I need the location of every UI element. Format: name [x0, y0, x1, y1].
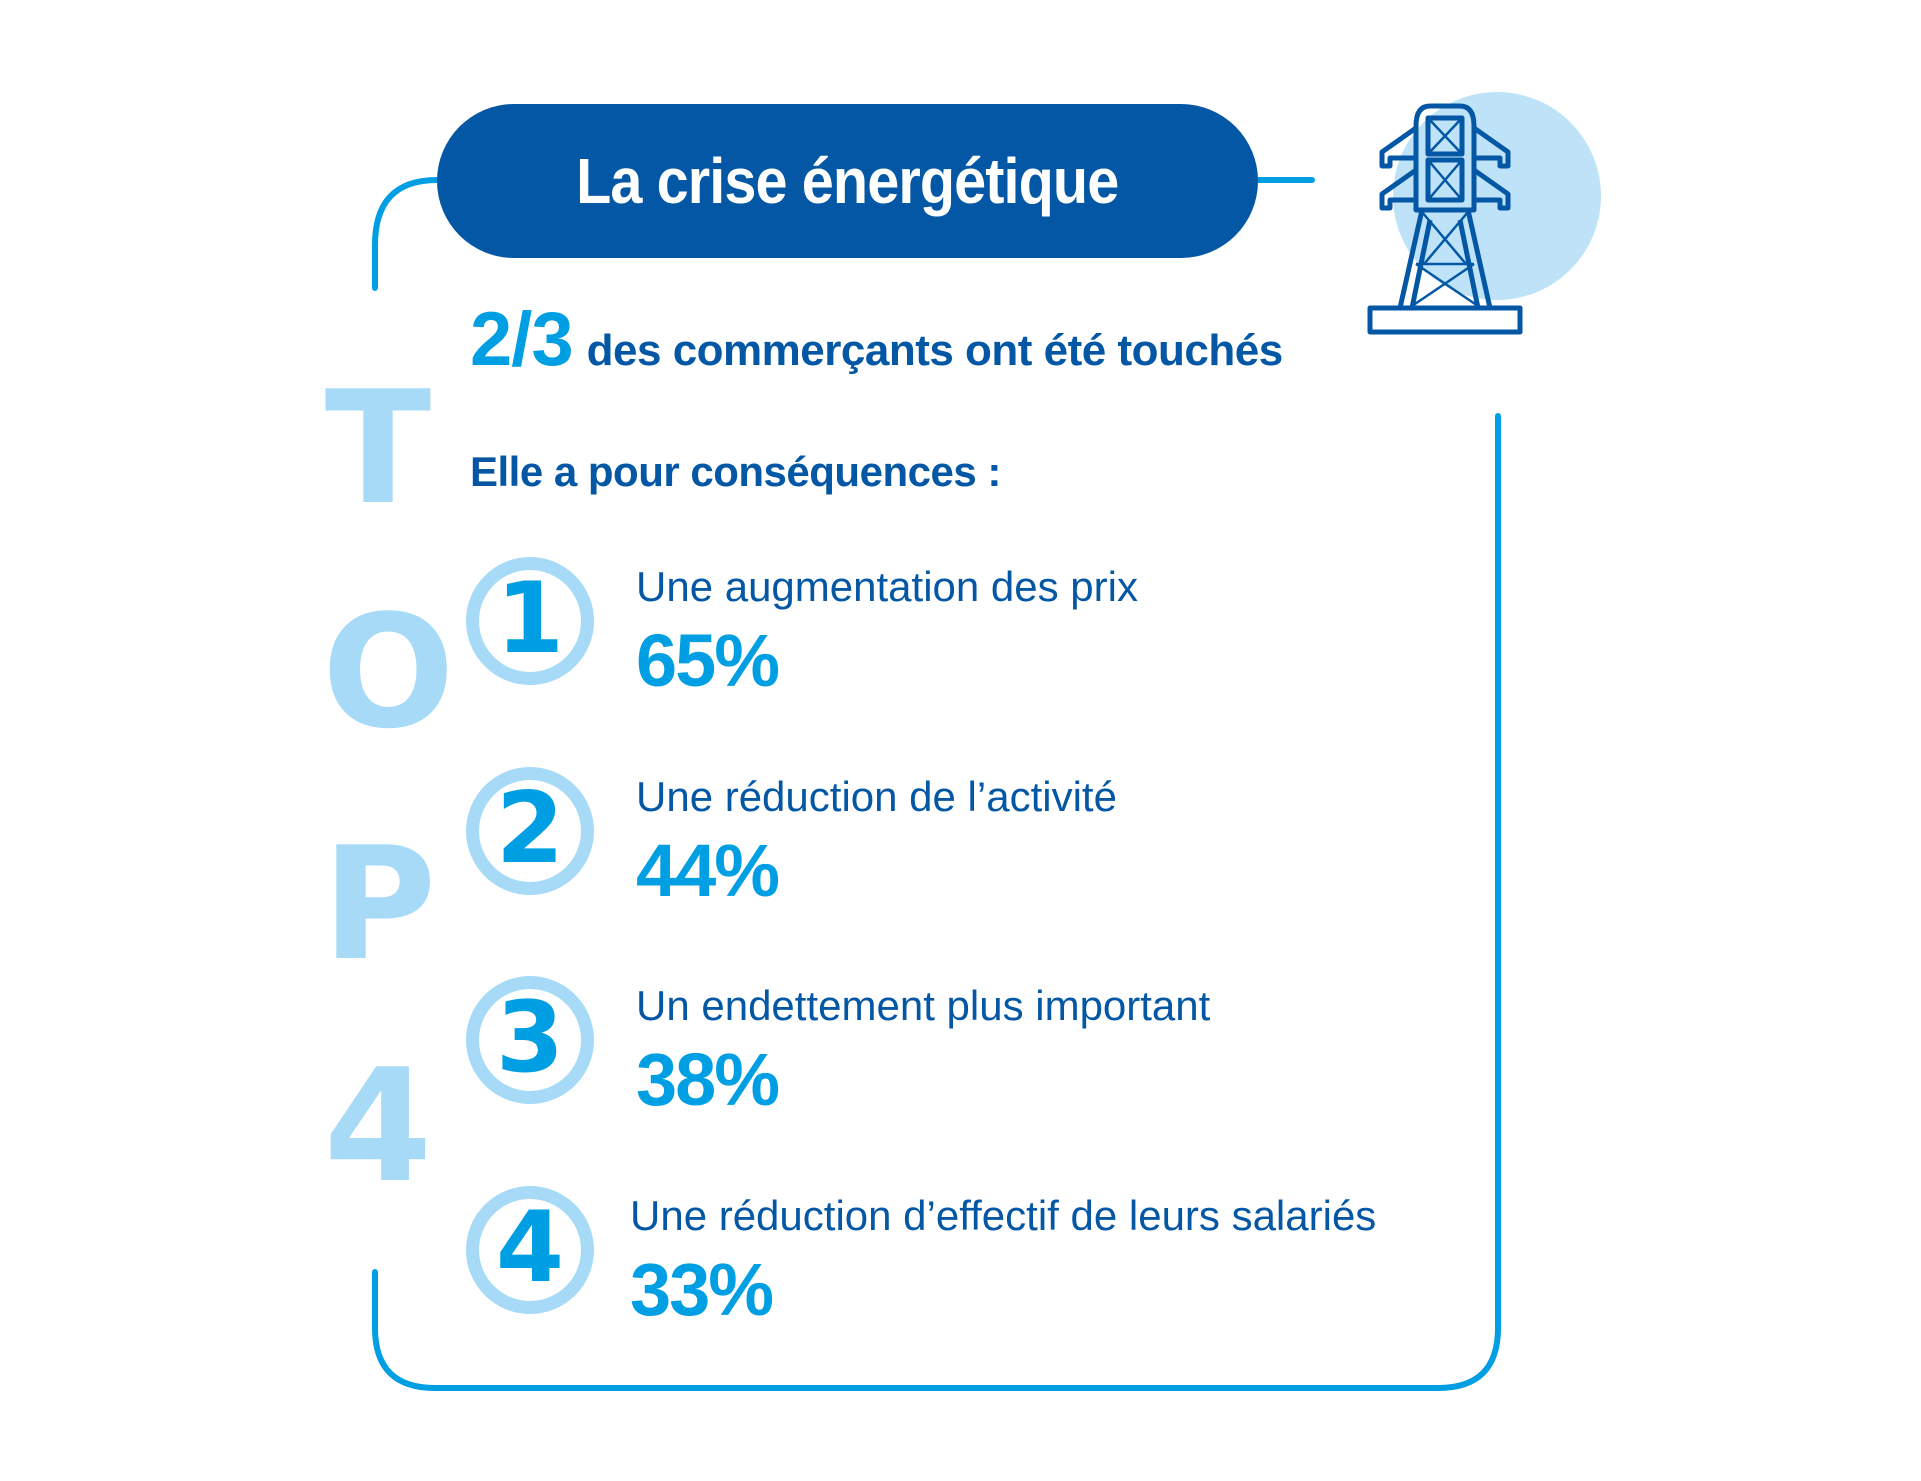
- rank-badge-1: 1: [466, 557, 594, 685]
- item-label: Une réduction de l’activité: [636, 773, 1117, 820]
- item-label: Un endettement plus important: [636, 982, 1211, 1029]
- list-item: Une augmentation des prix 65%: [636, 566, 1138, 698]
- list-item: Une réduction d’effectif de leurs salari…: [630, 1195, 1376, 1327]
- item-percent: 38%: [636, 1038, 780, 1121]
- item-percent: 44%: [636, 829, 780, 912]
- list-item: Une réduction de l’activité 44%: [636, 776, 1117, 908]
- item-percent: 65%: [636, 619, 780, 702]
- item-percent: 33%: [630, 1248, 774, 1331]
- rank-number: 4: [495, 1191, 565, 1305]
- list-item: Un endettement plus important 38%: [636, 985, 1210, 1117]
- consequences-heading: Elle a pour conséquences :: [470, 448, 1001, 495]
- side-letter-4: 4: [323, 1035, 433, 1217]
- side-letter-o: O: [322, 581, 455, 763]
- rank-number: 3: [495, 981, 565, 1095]
- stat-text: des commerçants ont été touchés: [586, 326, 1284, 375]
- page-title: La crise énergétique: [576, 145, 1119, 217]
- rank-badge-2: 2: [466, 767, 594, 895]
- item-label: Une augmentation des prix: [636, 563, 1138, 610]
- electricity-pylon-icon: [1367, 103, 1523, 335]
- rank-number: 2: [495, 772, 565, 886]
- side-letter-p: P: [322, 813, 437, 995]
- rank-badge-3: 3: [466, 976, 594, 1104]
- side-letter-t: T: [324, 357, 432, 539]
- rank-number: 1: [495, 562, 565, 676]
- headline-stat: 2/3 des commerçants ont été touchés: [470, 296, 1283, 383]
- rank-badge-4: 4: [466, 1186, 594, 1314]
- title-banner: La crise énergétique: [437, 104, 1258, 258]
- stat-value: 2/3: [470, 297, 574, 382]
- item-label: Une réduction d’effectif de leurs salari…: [630, 1192, 1377, 1239]
